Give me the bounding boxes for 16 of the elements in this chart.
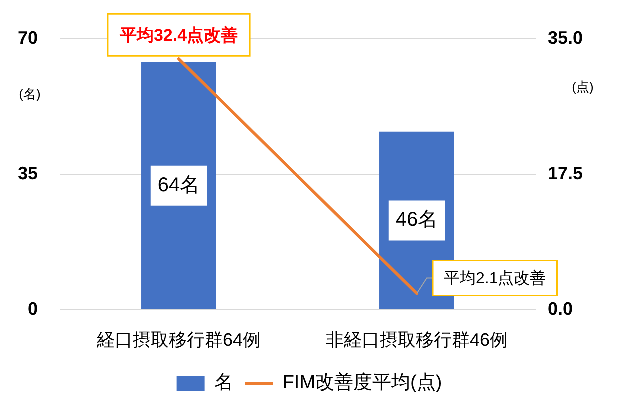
y2-tick-label: 0.0 <box>548 298 574 319</box>
y2-tick-label: 17.5 <box>548 163 584 184</box>
y-axis-title: (名) <box>19 86 41 102</box>
y-tick-label: 70 <box>18 28 38 48</box>
x-tick-label: 非経口摂取移行群46例 <box>326 330 508 350</box>
y2-tick-label: 35.0 <box>548 28 584 48</box>
legend-label: FIM改善度平均(点) <box>282 372 442 394</box>
y-tick-label: 0 <box>28 298 38 319</box>
x-tick-label: 経口摂取移行群64例 <box>96 330 262 350</box>
data-label: 64名 <box>158 174 200 196</box>
y-tick-label: 35 <box>18 163 38 184</box>
y2-axis-title: (点) <box>572 80 594 95</box>
data-label: 46名 <box>396 209 438 232</box>
annotation: 平均32.4点改善 <box>118 24 238 45</box>
annotation: 平均2.1点改善 <box>444 270 546 288</box>
legend-label: 名 <box>214 372 234 394</box>
